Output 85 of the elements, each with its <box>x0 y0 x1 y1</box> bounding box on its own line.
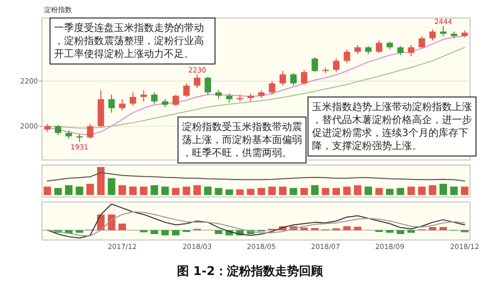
bar <box>76 230 84 233</box>
bar <box>161 186 169 195</box>
candlestick <box>290 72 297 86</box>
bar <box>418 186 426 195</box>
bar <box>407 186 415 195</box>
candlestick <box>172 94 179 106</box>
bar <box>97 167 105 195</box>
candlestick <box>312 56 318 73</box>
bar <box>150 185 158 195</box>
bar <box>450 186 458 195</box>
candlestick <box>140 90 147 102</box>
annotation: 一季度受连盘玉米指数走势的带动，淀粉指数震荡整理，淀粉行业高开工率使得淀粉上涨动力不足。 <box>54 22 204 60</box>
bar <box>332 188 340 195</box>
bar <box>440 227 447 230</box>
candlestick <box>408 44 414 57</box>
bar <box>300 228 308 230</box>
candlestick <box>333 58 340 73</box>
bar <box>396 230 404 234</box>
bar <box>193 185 201 195</box>
bar <box>343 186 351 195</box>
bar <box>236 189 244 195</box>
bar <box>246 188 254 195</box>
candlestick <box>429 28 436 42</box>
bar <box>44 186 52 195</box>
bar <box>118 224 126 230</box>
bar <box>428 185 436 195</box>
candlestick <box>440 26 446 37</box>
bar <box>290 188 298 195</box>
bar <box>386 188 394 195</box>
bar <box>322 188 330 195</box>
text: 图 1-2：淀粉指数走势回顾 <box>177 264 324 278</box>
annotation: 玉米指数趋势上涨带动淀粉指数上涨，替代品木薯淀粉价格高企，进一步促进淀粉需求，连续3个月的库存下降，支撑淀粉强势上涨。 <box>312 101 472 152</box>
bar <box>172 188 180 195</box>
candlestick <box>108 94 115 114</box>
annotation: 淀粉指数受玉米指数带动震荡上涨，而淀粉基本面偏弱，旺季不旺，供需两弱。 <box>182 121 302 159</box>
bar <box>364 186 372 195</box>
candlestick <box>119 98 126 111</box>
bar <box>161 230 169 236</box>
bar <box>204 186 212 195</box>
bar <box>172 230 180 236</box>
candlestick <box>354 44 361 55</box>
candlestick <box>268 80 276 96</box>
candlestick <box>215 90 222 100</box>
bar <box>108 214 116 230</box>
bar <box>108 178 116 195</box>
bar <box>268 186 276 195</box>
bar <box>279 186 286 195</box>
candlestick <box>397 46 404 56</box>
bar <box>311 185 319 195</box>
bar <box>428 227 436 230</box>
bar <box>76 186 84 195</box>
bar <box>386 230 394 233</box>
bar <box>129 186 137 195</box>
candlestick <box>226 93 232 104</box>
bar <box>300 188 308 195</box>
bar <box>375 188 383 195</box>
bar <box>258 188 266 195</box>
bar <box>214 188 222 195</box>
bar <box>396 188 404 195</box>
bar <box>214 230 222 234</box>
bar <box>440 184 447 195</box>
bar <box>354 185 362 195</box>
candlestick <box>194 74 200 88</box>
bar <box>226 189 233 195</box>
candlestick <box>204 76 212 96</box>
candlestick <box>54 124 62 136</box>
bar <box>140 186 148 195</box>
candlestick <box>86 123 94 140</box>
candlestick <box>344 49 350 64</box>
candlestick <box>418 36 426 49</box>
candlestick <box>376 40 382 54</box>
candlestick <box>130 92 136 106</box>
bar <box>86 184 94 195</box>
bar <box>407 230 415 233</box>
candlestick <box>151 92 158 104</box>
bar <box>54 188 62 195</box>
bar <box>460 186 468 195</box>
bar <box>182 186 190 195</box>
candlestick <box>280 70 286 86</box>
bar <box>150 230 158 234</box>
bar <box>118 185 126 195</box>
candlestick <box>183 82 190 98</box>
candlestick <box>300 69 308 85</box>
bar <box>343 226 351 230</box>
bar <box>65 185 72 195</box>
